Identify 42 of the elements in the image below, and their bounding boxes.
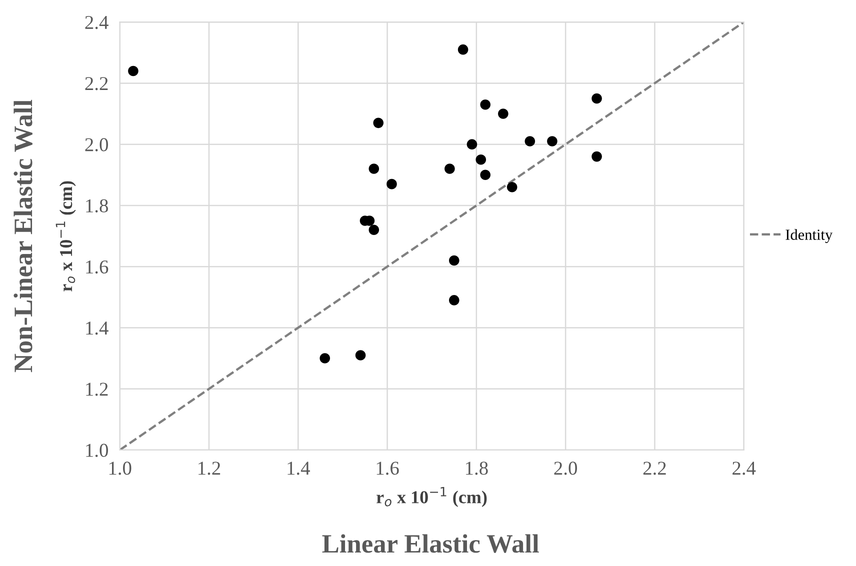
point [355,350,366,360]
point [506,182,518,192]
y-tick-label: 2.4 [85,16,108,30]
y-tick-label: 1.6 [86,260,108,274]
point [498,108,508,119]
point [592,93,602,104]
y-tick-label: 1.8 [86,199,108,212]
x-tick-label: 2.4 [732,462,756,475]
x-tick-label: 1.8 [466,462,488,475]
y-tick-label: 1.0 [86,444,108,457]
x-tick-label: 1.4 [288,462,310,475]
point [458,44,468,55]
text: Linear Elastic Wall [322,534,539,553]
point [373,118,384,128]
point [368,224,380,236]
x-tick-label: 1.2 [198,462,220,475]
point [476,154,486,165]
y-axis-title: r$_{o}$ x 10$^{−1}$ (cm) [56,181,76,292]
point [386,178,397,190]
point [448,255,460,266]
point [466,139,478,150]
point [547,136,558,146]
x-tick-label: 2.0 [554,462,577,475]
point [480,170,490,180]
point [524,136,536,146]
x-tick-label: 2.2 [643,462,666,475]
legend-label: Identity [786,229,833,244]
point [592,151,602,162]
y-tick-label: 2.0 [85,138,108,152]
x-tick-label: 1.0 [109,462,132,475]
point [444,164,455,174]
point [368,164,380,174]
point [448,295,460,306]
y-tick-label: 1.2 [86,382,108,396]
point [128,66,138,76]
x-axis-title: r$_{o}$ x 10$^{−1}$ (cm) [376,487,487,508]
x-tick-label: 1.6 [376,462,399,475]
y-tick-label: 2.2 [85,77,108,90]
point [480,99,490,110]
point [320,353,330,364]
y-tick-label: 1.4 [86,322,108,335]
text: Non-Linear Elastic Wall [14,100,32,372]
